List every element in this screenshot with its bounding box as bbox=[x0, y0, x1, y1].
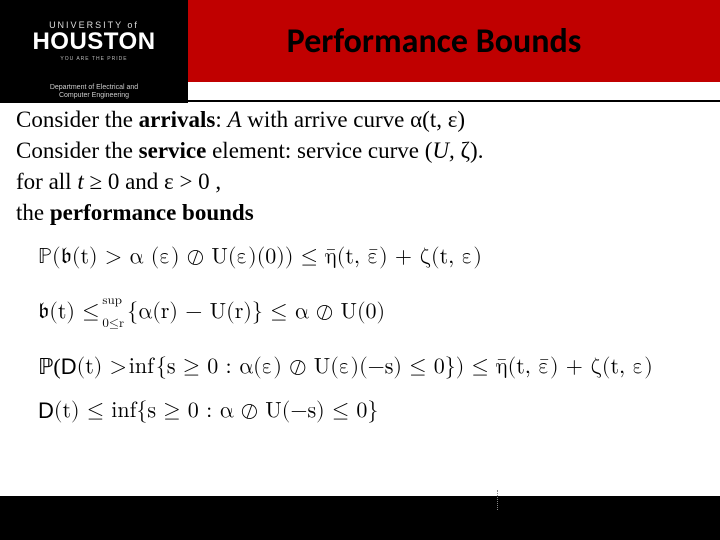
text-line-4: the performance bounds bbox=[16, 197, 700, 228]
equation-2: 𝔟(t) ≤ sup 0≤r {α(r) − U(r)} ≤ α ⊘ U(0) bbox=[38, 294, 700, 330]
text-line-1: Consider the arrivals: A with arrive cur… bbox=[16, 104, 700, 135]
equations: ℙ(𝔟(t) > α (ε) ⊘ U(ε)(0)) ≤ η̄(t, ε̄) + … bbox=[16, 246, 700, 422]
text-line-2: Consider the service element: service cu… bbox=[16, 135, 700, 166]
slide-title: Performance Bounds bbox=[188, 21, 720, 62]
slide-header: UNIVERSITY of HOUSTON YOU ARE THE PRIDE … bbox=[0, 0, 720, 82]
text-line-3: for all t ≥ 0 and ε > 0 , bbox=[16, 166, 700, 197]
logo-line2: HOUSTON bbox=[32, 30, 155, 54]
logo-tagline: YOU ARE THE PRIDE bbox=[60, 56, 127, 62]
slide-body: Consider the arrivals: A with arrive cur… bbox=[0, 82, 720, 422]
header-underline bbox=[0, 100, 720, 102]
university-logo: UNIVERSITY of HOUSTON YOU ARE THE PRIDE bbox=[0, 0, 188, 82]
slide-footer bbox=[0, 496, 720, 540]
equation-3: ℙ(D(t) > inf{s ≥ 0 : α(ε) ⊘ U(ε)(−s) ≤ 0… bbox=[38, 356, 700, 378]
equation-1: ℙ(𝔟(t) > α (ε) ⊘ U(ε)(0)) ≤ η̄(t, ε̄) + … bbox=[38, 246, 700, 268]
equation-4: D(t) ≤ inf{s ≥ 0 : α ⊘ U(−s) ≤ 0} bbox=[38, 400, 700, 422]
sup-operator: sup 0≤r bbox=[102, 294, 124, 330]
